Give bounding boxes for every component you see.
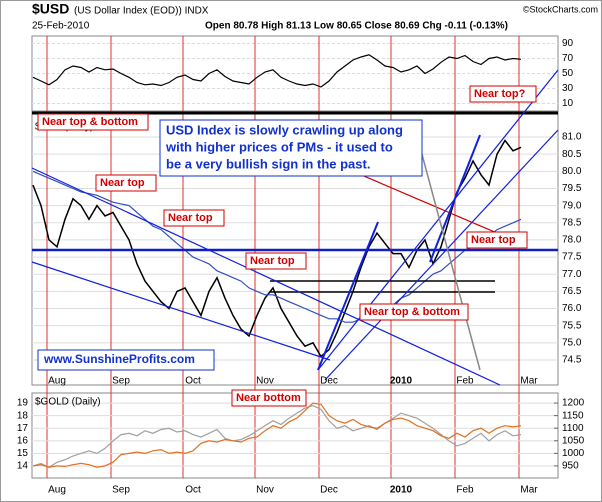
x-tick-label: 2010 xyxy=(390,376,413,387)
annotation-box xyxy=(466,231,528,249)
annotation: Near top xyxy=(168,212,213,224)
y-tick-label: 80.0 xyxy=(562,166,582,177)
y-tick-label: 76.0 xyxy=(562,303,582,314)
x-tick-label: Mar xyxy=(520,485,538,496)
y-tick-label: 19 xyxy=(17,398,29,409)
y-tick-label: 90 xyxy=(562,38,574,49)
credit: ©StockCharts.com xyxy=(523,4,598,14)
annotation: Near top xyxy=(250,255,295,267)
annotation-box xyxy=(469,85,537,103)
annotation: Near top xyxy=(100,177,145,189)
trend-line xyxy=(429,134,481,263)
pointer xyxy=(419,146,481,371)
annotation-box xyxy=(245,252,307,270)
x-tick-label: Oct xyxy=(185,485,201,496)
y-tick-label: 10 xyxy=(562,98,574,109)
trend-line xyxy=(31,167,501,386)
website: www.SunshineProfits.com xyxy=(43,352,195,366)
comment-box xyxy=(159,119,423,177)
y-tick-label: 77.5 xyxy=(562,252,582,263)
annotation-box xyxy=(359,303,469,321)
annotation-box xyxy=(37,113,149,131)
x-tick-label: Feb xyxy=(456,376,474,387)
y-tick-label: 81.0 xyxy=(562,132,582,143)
annotation: Near bottom xyxy=(236,392,301,404)
y-tick-label: 78.5 xyxy=(562,217,582,228)
x-tick-label: Mar xyxy=(520,376,538,387)
y-tick-label: 76.5 xyxy=(562,286,582,297)
x-tick-label: Feb xyxy=(456,485,474,496)
series-line xyxy=(32,170,522,323)
x-tick-label: Dec xyxy=(320,376,338,387)
x-tick-label: Sep xyxy=(112,485,130,496)
y2-tick-label: 1150 xyxy=(562,410,584,421)
y-tick-label: 30 xyxy=(562,83,574,94)
symbol: $USD xyxy=(32,1,69,17)
website-box xyxy=(37,349,215,371)
name: (US Dollar Index (EOD)) INDX xyxy=(74,6,209,17)
x-tick-label: Nov xyxy=(256,485,274,496)
annotation: Near top? xyxy=(474,88,526,100)
y-tick-label: 16 xyxy=(17,435,29,446)
y-tick-label: 77.0 xyxy=(562,269,582,280)
y-tick-label: 70 xyxy=(562,53,574,64)
y-tick-label: 75.5 xyxy=(562,320,582,331)
x-tick-label: Sep xyxy=(112,376,130,387)
y-tick-label: 15 xyxy=(17,448,29,459)
y-tick-label: 78.0 xyxy=(562,235,582,246)
annotation-box xyxy=(231,389,307,407)
comment: be a very bullish sign in the past. xyxy=(166,156,370,171)
series-line xyxy=(32,54,522,88)
annotation: Near top xyxy=(471,234,516,246)
trend-line xyxy=(317,69,559,371)
annotation: Near top & bottom xyxy=(42,116,138,128)
y2-tick-label: 1100 xyxy=(562,423,584,434)
y2-tick-label: 950 xyxy=(562,461,579,472)
y2-tick-label: 1000 xyxy=(562,448,585,459)
x-tick-label: Dec xyxy=(320,485,338,496)
y2-tick-label: 1200 xyxy=(562,398,585,409)
y-tick-label: 50 xyxy=(562,68,574,79)
x-tick-label: Aug xyxy=(48,376,66,387)
x-tick-label: Aug xyxy=(48,485,66,496)
series-line xyxy=(32,404,522,468)
panel-title: $GOLD (Daily) xyxy=(35,397,101,408)
y-tick-label: 79.5 xyxy=(562,183,582,194)
y-tick-label: 74.5 xyxy=(562,355,582,366)
quote: Open 80.78 High 81.13 Low 80.65 Close 80… xyxy=(205,21,508,32)
annotation-box xyxy=(163,209,225,227)
y-tick-label: 80.5 xyxy=(562,149,582,160)
annotation-box xyxy=(95,174,157,192)
series-line xyxy=(336,163,522,241)
trend-line xyxy=(317,221,379,371)
x-tick-label: Nov xyxy=(256,376,274,387)
trend-line xyxy=(31,261,331,361)
x-tick-label: Oct xyxy=(185,376,201,387)
series-line xyxy=(32,402,522,468)
y-tick-label: 79.0 xyxy=(562,200,582,211)
y-tick-label: 75.0 xyxy=(562,337,582,348)
y-tick-label: 14 xyxy=(17,461,29,472)
trend-line xyxy=(324,129,559,381)
y-tick-label: 18 xyxy=(17,410,29,421)
comment: USD Index is slowly crawling up along xyxy=(166,122,403,137)
annotation: Near top & bottom xyxy=(364,306,460,318)
y2-tick-label: 1050 xyxy=(562,435,585,446)
date: 25-Feb-2010 xyxy=(32,21,90,32)
comment: with higher prices of PMs - it used to xyxy=(165,139,393,154)
x-tick-label: 2010 xyxy=(390,485,413,496)
y-tick-label: 17 xyxy=(17,423,29,434)
